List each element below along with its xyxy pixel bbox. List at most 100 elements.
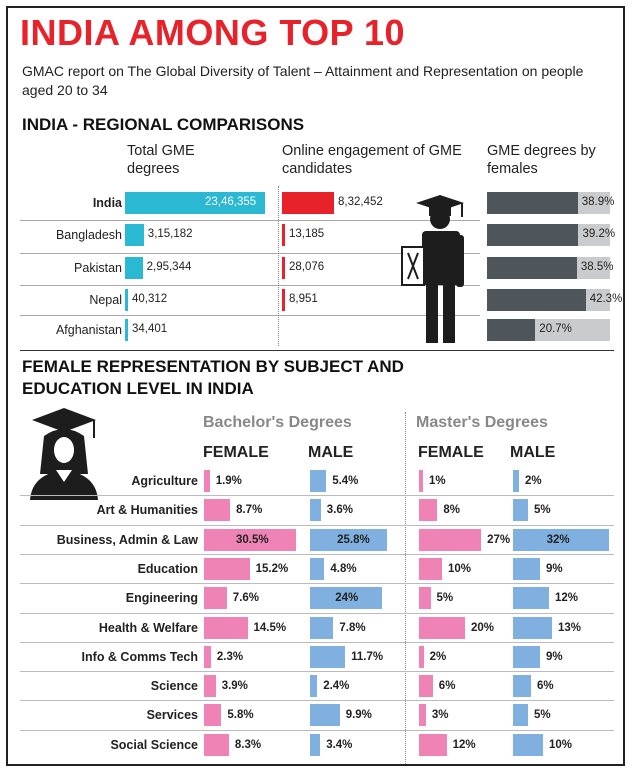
bar-masters-female-social-science bbox=[419, 733, 447, 756]
bar-bachelors-male-health-welfare bbox=[310, 616, 334, 639]
bar-masters-male-engineering bbox=[513, 587, 549, 610]
section-divider bbox=[20, 350, 614, 351]
subject-label-agriculture: Agriculture bbox=[131, 474, 198, 488]
value-bachelors-male-agriculture: 5.4% bbox=[332, 475, 359, 487]
col-header-online: Online engagement of GME candidates bbox=[282, 143, 462, 177]
bar-female-afghanistan bbox=[487, 319, 536, 341]
subject-label-engineering: Engineering bbox=[125, 591, 198, 606]
value-female-nepal: 42.3% bbox=[589, 293, 623, 305]
bar-online-bangladesh bbox=[282, 224, 285, 246]
bar-masters-male-education bbox=[513, 557, 540, 580]
graduate-male-icon bbox=[400, 195, 472, 350]
bar-bachelors-male-education bbox=[310, 557, 325, 580]
bar-bachelors-female-science bbox=[204, 675, 216, 698]
subject-separator-business-admin-law bbox=[20, 524, 614, 526]
value-total-bangladesh: 3,15,182 bbox=[147, 228, 193, 240]
bar-total-india bbox=[125, 192, 265, 214]
value-bachelors-female-engineering: 7.6% bbox=[232, 592, 260, 605]
bar-bachelors-female-engineering bbox=[204, 587, 227, 610]
value-masters-female-science: 6% bbox=[438, 680, 456, 693]
bar-masters-female-info-comms-tech bbox=[419, 645, 424, 668]
group-header-bachelors: Bachelor's Degrees bbox=[203, 414, 352, 431]
subject-separator-engineering bbox=[20, 583, 614, 585]
bar-total-afghanistan bbox=[125, 319, 128, 341]
bar-online-nepal bbox=[282, 289, 285, 311]
bar-bachelors-female-info-comms-tech bbox=[204, 645, 211, 668]
bar-masters-male-services bbox=[513, 704, 528, 727]
value-online-nepal: 8,951 bbox=[289, 293, 318, 305]
bar-bachelors-male-services bbox=[310, 704, 340, 727]
bar-masters-male-art-humanities bbox=[513, 499, 528, 522]
bar-bachelors-male-agriculture bbox=[310, 470, 327, 492]
row-label-pakistan: Pakistan bbox=[74, 261, 122, 275]
value-masters-female-business-admin-law: 27% bbox=[487, 533, 511, 546]
value-masters-male-engineering: 12% bbox=[555, 592, 579, 605]
value-bachelors-female-education: 15.2% bbox=[255, 562, 289, 575]
bar-female-nepal bbox=[487, 289, 586, 311]
value-masters-male-science: 6% bbox=[537, 680, 554, 693]
bar-bachelors-male-info-comms-tech bbox=[310, 645, 346, 668]
masters-female-header: FEMALE bbox=[418, 444, 484, 461]
bar-bachelors-female-business-admin-law bbox=[204, 528, 296, 551]
value-bachelors-male-education: 4.8% bbox=[330, 562, 357, 575]
value-masters-female-agriculture: 1% bbox=[429, 475, 446, 487]
bar-masters-female-health-welfare bbox=[419, 616, 465, 639]
subject-separator-services bbox=[20, 700, 614, 702]
value-masters-female-health-welfare: 20% bbox=[471, 621, 495, 634]
value-bachelors-female-health-welfare: 14.5% bbox=[253, 621, 287, 634]
subject-section-title: FEMALE REPRESENTATION BY SUBJECT AND EDU… bbox=[22, 357, 404, 398]
bar-masters-female-science bbox=[419, 675, 433, 698]
value-masters-male-agriculture: 2% bbox=[525, 475, 542, 487]
value-bachelors-female-science: 3.9% bbox=[221, 680, 248, 693]
bar-bachelors-male-engineering bbox=[310, 587, 382, 610]
bar-bachelors-male-science bbox=[310, 675, 318, 698]
bar-online-india bbox=[282, 192, 334, 214]
bachelors-female-header: FEMALE bbox=[203, 444, 269, 461]
value-bachelors-male-business-admin-law: 25.8% bbox=[337, 533, 370, 546]
value-masters-male-services: 5% bbox=[534, 709, 551, 722]
value-bachelors-female-info-comms-tech: 2.3% bbox=[216, 650, 244, 663]
bar-masters-male-science bbox=[513, 675, 531, 698]
bar-masters-female-art-humanities bbox=[419, 499, 438, 522]
value-online-india: 8,32,452 bbox=[338, 196, 383, 208]
bar-masters-female-business-admin-law bbox=[419, 528, 482, 551]
masters-male-header: MALE bbox=[510, 444, 556, 461]
col-header-total: Total GME degrees bbox=[127, 143, 195, 177]
bar-masters-female-engineering bbox=[419, 587, 431, 610]
subject-label-business-admin-law: Business, Admin & Law bbox=[56, 532, 198, 547]
bar-female-india bbox=[487, 192, 578, 214]
subject-label-art-humanities: Art & Humanities bbox=[96, 503, 198, 518]
value-masters-female-engineering: 5% bbox=[436, 592, 454, 605]
subject-separator-social-science bbox=[20, 729, 614, 731]
subject-separator-education bbox=[20, 553, 614, 555]
bar-bachelors-female-health-welfare bbox=[204, 616, 248, 639]
bachelors-male-header: MALE bbox=[308, 444, 354, 461]
value-masters-male-business-admin-law: 32% bbox=[546, 533, 570, 546]
value-total-nepal: 40,312 bbox=[132, 293, 168, 305]
value-female-afghanistan: 20.7% bbox=[539, 323, 572, 335]
value-masters-female-art-humanities: 8% bbox=[443, 504, 461, 517]
bar-total-bangladesh bbox=[125, 224, 144, 246]
value-total-pakistan: 2,95,344 bbox=[146, 261, 192, 273]
value-female-india: 38.9% bbox=[581, 196, 615, 208]
graduate-female-icon bbox=[26, 408, 106, 505]
value-masters-male-education: 9% bbox=[546, 562, 563, 575]
row-separator-nepal bbox=[20, 285, 480, 286]
value-female-pakistan: 38.5% bbox=[580, 261, 614, 273]
bar-masters-female-services bbox=[419, 704, 426, 727]
value-bachelors-male-science: 2.4% bbox=[323, 680, 350, 693]
value-masters-male-health-welfare: 13% bbox=[558, 621, 582, 634]
row-label-afghanistan: Afghanistan bbox=[55, 323, 122, 337]
infographic-frame bbox=[6, 6, 625, 766]
subject-separator-info-comms-tech bbox=[20, 641, 614, 643]
bar-masters-male-social-science bbox=[513, 733, 543, 756]
bar-bachelors-male-art-humanities bbox=[310, 499, 321, 522]
bar-bachelors-male-business-admin-law bbox=[310, 528, 388, 551]
bar-bachelors-female-services bbox=[204, 704, 222, 727]
value-bachelors-male-art-humanities: 3.6% bbox=[326, 504, 354, 517]
bar-bachelors-female-social-science bbox=[204, 733, 229, 756]
bar-masters-male-health-welfare bbox=[513, 616, 552, 639]
value-online-pakistan: 28,076 bbox=[289, 261, 325, 273]
value-bachelors-female-art-humanities: 8.7% bbox=[236, 504, 263, 517]
bar-bachelors-female-education bbox=[204, 557, 250, 580]
